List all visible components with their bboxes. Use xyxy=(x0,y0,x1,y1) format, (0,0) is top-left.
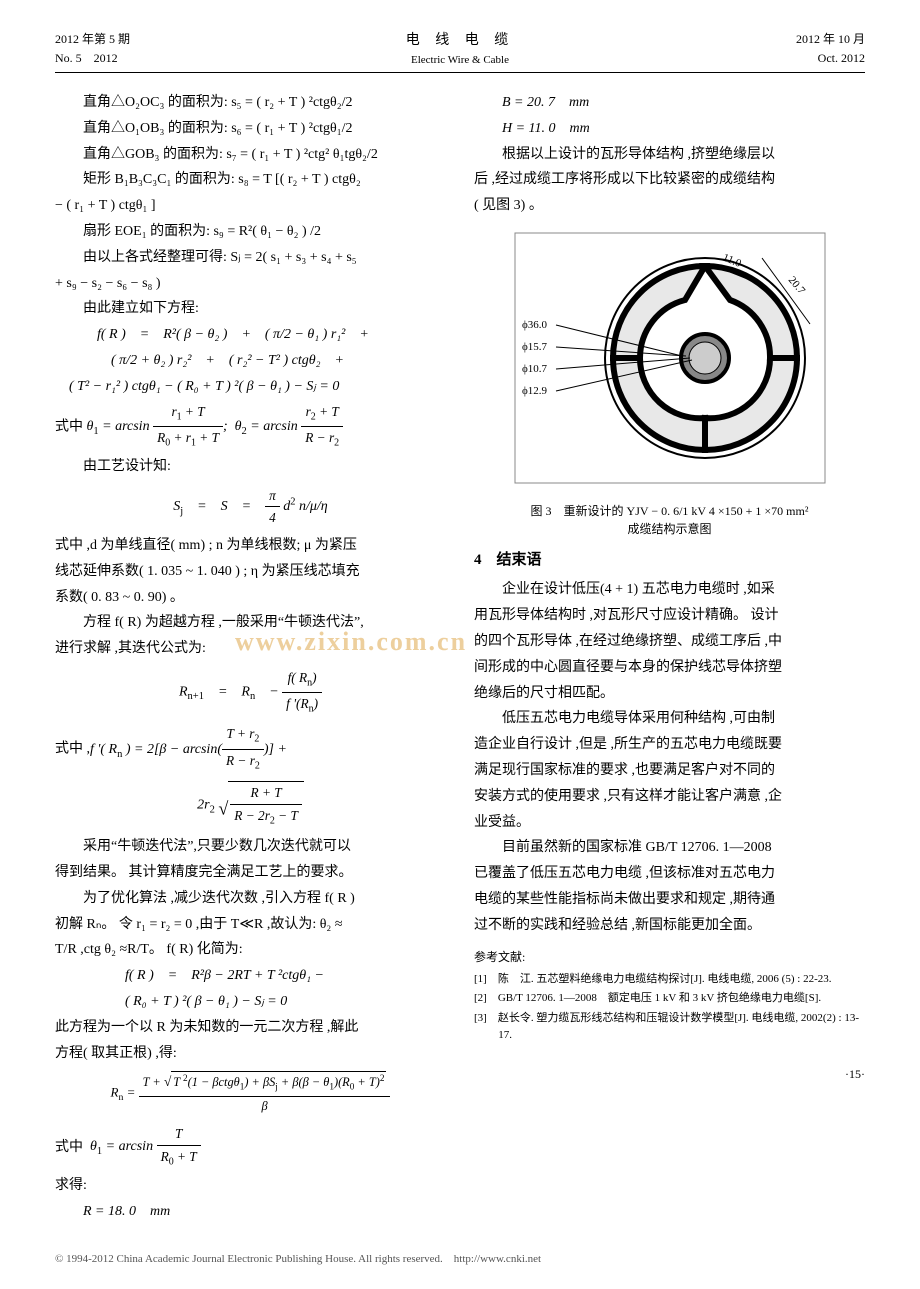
body-text: 式中 ,d 为单线直径( mm) ; n 为单线根数; μ 为紧压 xyxy=(55,534,446,558)
body-text: 间形成的中心圆直径要与本身的保护线芯导体挤塑 xyxy=(474,656,865,680)
body-text: 线芯延伸系数( 1. 035 ~ 1. 040 ) ; η 为紧压线芯填充 xyxy=(55,560,446,584)
body-text: 用瓦形导体结构时 ,对瓦形尺寸应设计精确。 设计 xyxy=(474,604,865,628)
body-text: T/R ,ctg θ₂ ≈R/T。 f( R) 化简为: xyxy=(55,938,446,962)
body-text: 绝缘后的尺寸相匹配。 xyxy=(474,682,865,706)
body-text: 式中 θ1 = arcsin TR0 + T xyxy=(55,1123,446,1172)
body-text: − ( r₁ + T ) ctgθ₁ ] xyxy=(55,194,446,218)
svg-text:ϕ15.7: ϕ15.7 xyxy=(522,341,548,353)
body-text: 式中 ,f '( Rn ) = 2[β − arcsin(T + r2R − r… xyxy=(55,723,446,775)
equation: 2r2 √R + TR − 2r2 − T xyxy=(55,781,446,829)
svg-text:ϕ36.0: ϕ36.0 xyxy=(522,319,548,331)
page-header: 2012 年第 5 期 No. 5 2012 电 线 电 缆 Electric … xyxy=(55,30,865,73)
body-text: 已覆盖了低压五芯电力电缆 ,但该标准对五芯电力 xyxy=(474,862,865,886)
header-issue-en: No. 5 2012 xyxy=(55,49,205,68)
body-text: ( 见图 3) 。 xyxy=(474,194,865,218)
header-date-en: Oct. 2012 xyxy=(715,49,865,68)
body-text: 根据以上设计的瓦形导体结构 ,挤塑绝缘层以 xyxy=(474,143,865,167)
body-text: 矩形 B₁B₃C₃C₁ 的面积为: s₈ = T [( r₂ + T ) ctg… xyxy=(55,168,446,192)
equation: f( R ) = R²β − 2RT + T ²ctgθ₁ − xyxy=(55,964,446,988)
body-text: 低压五芯电力电缆导体采用何种结构 ,可由制 xyxy=(474,707,865,731)
body-text: 直角△O₁OB₃ 的面积为: s₆ = ( r₁ + T ) ²ctgθ₁/2 xyxy=(55,117,446,141)
equation: ( π/2 + θ₂ ) r₂² + ( r₂² − T² ) ctgθ₂ + xyxy=(55,349,446,373)
body-text: 初解 Rₙ。 令 r₁ = r₂ = 0 ,由于 T≪R ,故认为: θ₂ ≈ xyxy=(55,913,446,937)
page-number: ·15· xyxy=(474,1065,865,1084)
body-text: 进行求解 ,其迭代公式为: xyxy=(55,637,446,661)
body-text: 目前虽然新的国家标准 GB/T 12706. 1—2008 xyxy=(474,836,865,860)
equation: f( R ) = R²( β − θ₂ ) + ( π/2 − θ₁ ) r₁²… xyxy=(55,323,446,347)
right-column: B = 20. 7 mm H = 11. 0 mm 根据以上设计的瓦形导体结构 … xyxy=(474,91,865,1225)
reference-item: [1] 陈 江. 五芯塑料绝缘电力电缆结构探讨[J]. 电线电缆, 2006 (… xyxy=(474,971,865,989)
result: R = 18. 0 mm xyxy=(55,1200,446,1224)
body-text: 由以上各式经整理可得: Sⱼ = 2( s₁ + s₃ + s₄ + s₅ xyxy=(55,246,446,270)
figure-caption: 图 3 重新设计的 YJV − 0. 6/1 kV 4 ×150 + 1 ×70… xyxy=(474,502,865,538)
reference-item: [2] GB/T 12706. 1—2008 额定电压 1 kV 和 3 kV … xyxy=(474,990,865,1008)
journal-name-en: Electric Wire & Cable xyxy=(205,52,715,70)
svg-text:ϕ12.9: ϕ12.9 xyxy=(522,385,548,397)
reference-item: [3] 赵长令. 塑力缆瓦形线芯结构和压辊设计数学模型[J]. 电线电缆, 20… xyxy=(474,1010,865,1045)
equation: Rn+1 = Rn − f( Rn)f '(Rn) xyxy=(55,667,446,717)
header-date: 2012 年 10 月 xyxy=(715,30,865,49)
body-text: 业受益。 xyxy=(474,811,865,835)
body-text: 后 ,经过成缆工序将形成以下比较紧密的成缆结构 xyxy=(474,168,865,192)
content-columns: www.zixin.com.cn 直角△O₂OC₃ 的面积为: s₅ = ( r… xyxy=(55,91,865,1225)
body-text: 方程 f( R) 为超越方程 ,一般采用“牛顿迭代法”, xyxy=(55,611,446,635)
left-column: 直角△O₂OC₃ 的面积为: s₅ = ( r₂ + T ) ²ctgθ₂/2 … xyxy=(55,91,446,1225)
result: H = 11. 0 mm xyxy=(474,117,865,141)
references-heading: 参考文献: xyxy=(474,948,865,967)
body-text: 得到结果。 其计算精度完全满足工艺上的要求。 xyxy=(55,861,446,885)
cable-cross-section-icon: ϕ36.0 ϕ15.7 ϕ10.7 ϕ12.9 11.0 20.7 xyxy=(510,228,830,488)
body-text: 求得: xyxy=(55,1174,446,1198)
body-text: 方程( 取其正根) ,得: xyxy=(55,1042,446,1066)
equation: θ1 = arcsin TR0 + T xyxy=(87,1139,201,1154)
body-text: 式中 θ1 = arcsin r1 + TR0 + r1 + T; θ2 = a… xyxy=(55,401,446,453)
figure-3: ϕ36.0 ϕ15.7 ϕ10.7 ϕ12.9 11.0 20.7 xyxy=(474,228,865,496)
body-text: 由此建立如下方程: xyxy=(55,297,446,321)
body-text: 满足现行国家标准的要求 ,也要满足客户对不同的 xyxy=(474,759,865,783)
body-text: 为了优化算法 ,减少迭代次数 ,引入方程 f( R ) xyxy=(55,887,446,911)
body-text: + s₉ − s₂ − s₆ − s₈ ) xyxy=(55,272,446,296)
journal-name-cn: 电 线 电 缆 xyxy=(205,30,715,52)
equation: ( R₀ + T ) ²( β − θ₁ ) − Sⱼ = 0 xyxy=(55,990,446,1014)
body-text: 安装方式的使用要求 ,只有这样才能让客户满意 ,企 xyxy=(474,785,865,809)
body-text: 造企业自行设计 ,但是 ,所生产的五芯电力电缆既要 xyxy=(474,733,865,757)
section-heading: 4 结束语 xyxy=(474,548,865,572)
header-issue: 2012 年第 5 期 xyxy=(55,30,205,49)
equation: ( T² − r₁² ) ctgθ₁ − ( R₀ + T ) ²( β − θ… xyxy=(55,375,446,399)
body-text: 直角△GOB₃ 的面积为: s₇ = ( r₁ + T ) ²ctg² θ₁tg… xyxy=(55,143,446,167)
equation: Rn = T + √T 2(1 − βctgθ1) + βSj + β(β − … xyxy=(55,1071,446,1116)
body-text: 过不断的实践和经验总结 ,新国标能更加全面。 xyxy=(474,914,865,938)
result: B = 20. 7 mm xyxy=(474,91,865,115)
body-text: 直角△O₂OC₃ 的面积为: s₅ = ( r₂ + T ) ²ctgθ₂/2 xyxy=(55,91,446,115)
body-text: 企业在设计低压(4 + 1) 五芯电力电缆时 ,如采 xyxy=(474,578,865,602)
body-text: 电缆的某些性能指标尚未做出要求和规定 ,期待通 xyxy=(474,888,865,912)
body-text: 系数( 0. 83 ~ 0. 90) 。 xyxy=(55,586,446,610)
equation: θ1 = arcsin r1 + TR0 + r1 + T; θ2 = arcs… xyxy=(87,419,344,434)
body-text: 扇形 EOE₁ 的面积为: s₉ = R²( θ₁ − θ₂ ) /2 xyxy=(55,220,446,244)
body-text: 的四个瓦形导体 ,在经过绝缘挤塑、成缆工序后 ,中 xyxy=(474,630,865,654)
page-footer: © 1994-2012 China Academic Journal Elect… xyxy=(55,1249,865,1269)
equation: Sj = S = π4 d2 n/μ/η xyxy=(55,485,446,529)
body-text: 此方程为一个以 R 为未知数的一元二次方程 ,解此 xyxy=(55,1016,446,1040)
svg-text:ϕ10.7: ϕ10.7 xyxy=(522,363,548,375)
body-text: 采用“牛顿迭代法”,只要少数几次迭代就可以 xyxy=(55,835,446,859)
body-text: 由工艺设计知: xyxy=(55,455,446,479)
